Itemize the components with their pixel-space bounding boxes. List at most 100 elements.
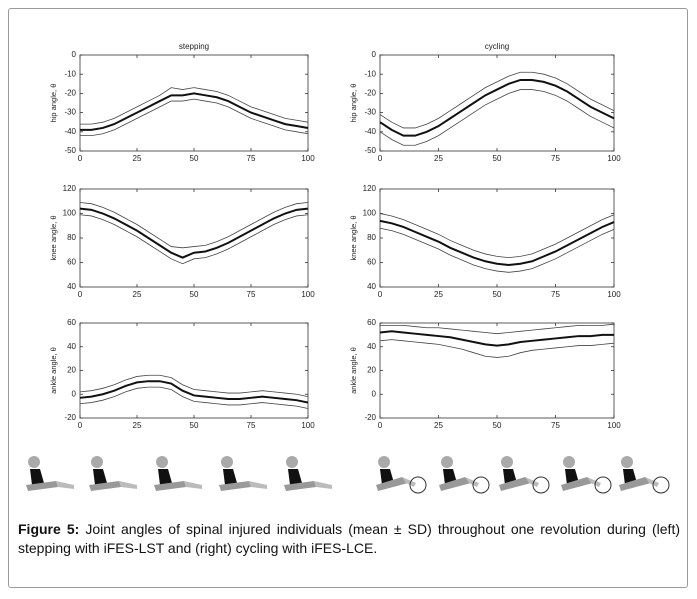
x-tick-label: 25 bbox=[434, 421, 443, 430]
plot-area bbox=[379, 322, 615, 419]
x-tick-label: 75 bbox=[247, 421, 256, 430]
y-tick-label: 60 bbox=[67, 318, 76, 327]
y-tick-label: -20 bbox=[64, 89, 76, 98]
data-line bbox=[379, 219, 615, 266]
data-line bbox=[379, 78, 615, 137]
x-tick-label: 0 bbox=[78, 154, 83, 163]
y-tick-label: -40 bbox=[364, 127, 376, 136]
x-tick-label: 100 bbox=[607, 154, 621, 163]
plot-area bbox=[379, 188, 615, 288]
x-tick-label: 100 bbox=[301, 290, 315, 299]
y-axis-label: hip angle, θ bbox=[49, 84, 58, 123]
y-axis-label: knee angle, θ bbox=[49, 215, 58, 260]
caption-label: Figure 5: bbox=[18, 521, 80, 537]
y-tick-label: -20 bbox=[364, 89, 376, 98]
data-line bbox=[379, 89, 615, 146]
caption-text: Joint angles of spinal injured individua… bbox=[18, 521, 680, 556]
y-axis-label: ankle angle, θ bbox=[49, 347, 58, 394]
y-tick-label: 60 bbox=[367, 258, 376, 267]
x-tick-label: 25 bbox=[133, 290, 142, 299]
x-tick-label: 0 bbox=[378, 421, 383, 430]
y-tick-label: 0 bbox=[372, 389, 377, 398]
x-tick-label: 50 bbox=[493, 154, 502, 163]
y-axis-label: ankle angle, θ bbox=[349, 347, 358, 394]
y-tick-label: -10 bbox=[64, 69, 76, 78]
x-tick-label: 75 bbox=[551, 421, 560, 430]
figure-frame bbox=[8, 8, 688, 588]
x-tick-label: 100 bbox=[607, 290, 621, 299]
cycling-illustrations bbox=[375, 455, 670, 494]
y-axis-label: knee angle, θ bbox=[349, 215, 358, 260]
x-tick-label: 100 bbox=[301, 421, 315, 430]
data-line bbox=[380, 323, 615, 335]
y-tick-label: -50 bbox=[64, 146, 76, 155]
x-tick-label: 75 bbox=[551, 290, 560, 299]
x-tick-label: 100 bbox=[301, 154, 315, 163]
x-tick-label: 0 bbox=[378, 154, 383, 163]
y-tick-label: 20 bbox=[367, 366, 376, 375]
y-tick-label: -30 bbox=[64, 108, 76, 117]
y-tick-label: -20 bbox=[364, 413, 376, 422]
stepping-illustrations bbox=[26, 456, 332, 491]
data-line bbox=[79, 374, 309, 398]
subplot: knee angle, θ 0 25 50 75 100 40 60 80 100 120 bbox=[49, 184, 315, 299]
data-line bbox=[79, 214, 309, 265]
x-tick-label: 25 bbox=[133, 154, 142, 163]
x-tick-label: 75 bbox=[551, 154, 560, 163]
figure-caption: Figure 5: Joint angles of spinal injured… bbox=[18, 520, 680, 558]
x-tick-label: 75 bbox=[247, 154, 256, 163]
x-tick-label: 0 bbox=[78, 290, 83, 299]
y-tick-label: 80 bbox=[367, 233, 376, 242]
y-tick-label: -30 bbox=[364, 108, 376, 117]
y-tick-label: 100 bbox=[63, 209, 77, 218]
data-line bbox=[80, 98, 309, 137]
plot-area bbox=[79, 54, 309, 152]
y-tick-label: 40 bbox=[67, 282, 76, 291]
x-tick-label: 50 bbox=[190, 421, 199, 430]
x-tick-label: 0 bbox=[378, 290, 383, 299]
y-tick-label: -20 bbox=[64, 413, 76, 422]
data-line bbox=[80, 87, 309, 125]
y-tick-label: 0 bbox=[372, 50, 377, 59]
y-tick-label: 20 bbox=[67, 366, 76, 375]
y-tick-label: 60 bbox=[367, 318, 376, 327]
x-tick-label: 75 bbox=[247, 290, 256, 299]
y-tick-label: 40 bbox=[67, 342, 76, 351]
x-tick-label: 50 bbox=[190, 290, 199, 299]
data-line bbox=[379, 227, 615, 273]
y-tick-label: 120 bbox=[63, 184, 77, 193]
data-line bbox=[79, 380, 309, 404]
plot-area bbox=[79, 322, 309, 419]
data-line bbox=[79, 202, 309, 249]
y-tick-label: 0 bbox=[72, 50, 77, 59]
y-tick-label: 40 bbox=[367, 342, 376, 351]
y-tick-label: -10 bbox=[364, 69, 376, 78]
y-tick-label: -50 bbox=[364, 146, 376, 155]
y-tick-label: 120 bbox=[363, 184, 377, 193]
subplot: cycling hip angle, θ 0 25 50 75 100 -50 -40 -30 -2… bbox=[349, 42, 621, 163]
x-tick-label: 50 bbox=[493, 421, 502, 430]
y-axis-label: hip angle, θ bbox=[349, 84, 358, 123]
data-line bbox=[379, 213, 615, 259]
x-tick-label: 100 bbox=[607, 421, 621, 430]
y-tick-label: 100 bbox=[363, 209, 377, 218]
data-line bbox=[379, 71, 615, 129]
plot-area bbox=[79, 188, 309, 288]
y-tick-label: 60 bbox=[67, 258, 76, 267]
subplot: knee angle, θ 0 25 50 75 100 40 60 80 100 120 bbox=[349, 184, 621, 299]
x-tick-label: 50 bbox=[493, 290, 502, 299]
data-line bbox=[79, 386, 309, 409]
y-tick-label: -40 bbox=[64, 127, 76, 136]
subplot-title: stepping bbox=[179, 42, 209, 51]
data-line bbox=[379, 339, 615, 358]
x-tick-label: 25 bbox=[434, 290, 443, 299]
data-line bbox=[79, 207, 309, 259]
x-tick-label: 25 bbox=[133, 421, 142, 430]
data-line bbox=[80, 92, 309, 131]
x-tick-label: 0 bbox=[78, 421, 83, 430]
data-line bbox=[379, 330, 614, 347]
